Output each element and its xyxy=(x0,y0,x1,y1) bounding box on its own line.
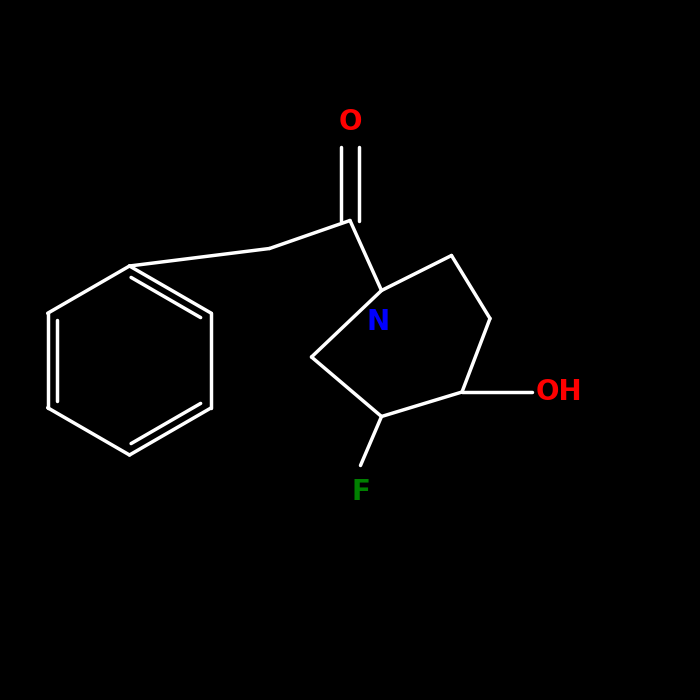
Text: O: O xyxy=(338,108,362,136)
Text: N: N xyxy=(366,308,390,336)
Text: OH: OH xyxy=(536,378,582,406)
Text: F: F xyxy=(351,478,370,506)
